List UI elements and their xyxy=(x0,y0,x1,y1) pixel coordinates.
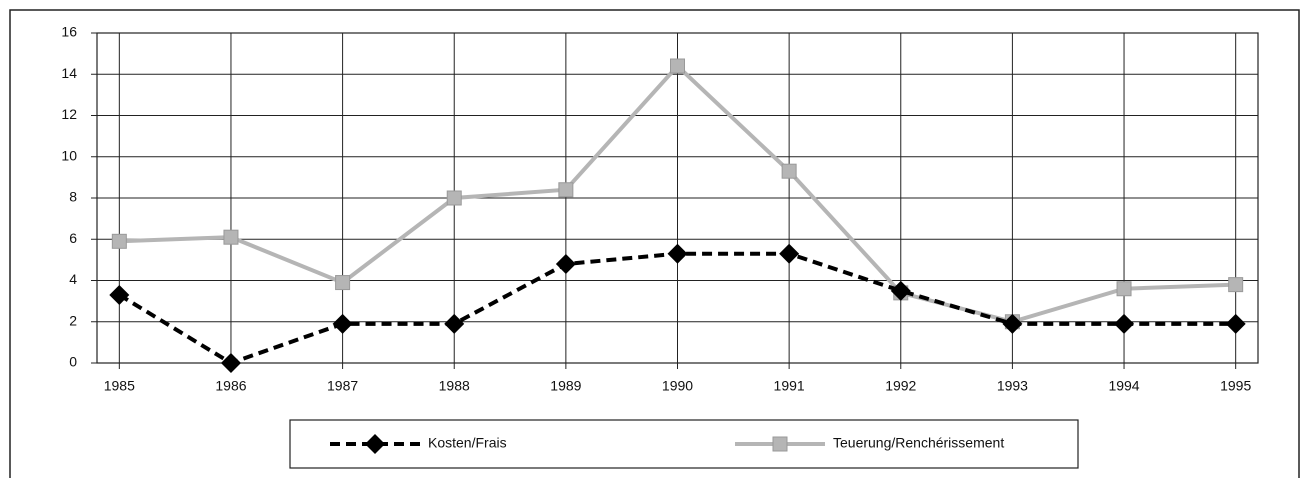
data-point xyxy=(667,243,688,264)
data-point xyxy=(1225,313,1246,334)
x-tick-label: 1987 xyxy=(327,378,358,394)
x-tick-label: 1992 xyxy=(885,378,916,394)
legend-label: Kosten/Frais xyxy=(428,435,507,451)
data-point xyxy=(335,275,351,291)
data-point xyxy=(1116,281,1132,297)
data-point xyxy=(558,182,574,198)
x-tick-label: 1985 xyxy=(104,378,135,394)
legend-marker xyxy=(365,434,385,454)
x-tick-label: 1994 xyxy=(1108,378,1139,394)
x-tick-label: 1988 xyxy=(439,378,470,394)
data-point xyxy=(779,243,800,264)
y-tick-label: 2 xyxy=(69,312,77,328)
y-tick-label: 8 xyxy=(69,189,77,205)
data-point xyxy=(781,163,797,179)
data-point xyxy=(1002,313,1023,334)
x-tick-label: 1995 xyxy=(1220,378,1251,394)
legend-marker xyxy=(772,436,788,452)
x-tick-label: 1993 xyxy=(997,378,1028,394)
data-point xyxy=(223,229,239,245)
data-point xyxy=(446,190,462,206)
data-point xyxy=(444,313,465,334)
data-point xyxy=(1114,313,1135,334)
y-tick-label: 16 xyxy=(61,24,77,40)
y-tick-label: 0 xyxy=(69,354,77,370)
data-point xyxy=(670,58,685,74)
data-point xyxy=(332,313,353,334)
y-tick-label: 6 xyxy=(69,230,77,246)
y-tick-label: 10 xyxy=(61,147,77,163)
x-tick-label: 1986 xyxy=(215,378,246,394)
y-tick-label: 14 xyxy=(61,65,77,81)
data-point xyxy=(220,353,241,373)
x-tick-label: 1989 xyxy=(550,378,581,394)
legend-label: Teuerung/Renchérissement xyxy=(833,435,1004,451)
data-point xyxy=(555,254,576,274)
legend-box xyxy=(289,419,1079,469)
x-tick-label: 1990 xyxy=(662,378,693,394)
data-point xyxy=(111,233,127,249)
y-tick-label: 4 xyxy=(69,271,77,287)
chart-border xyxy=(9,9,1300,483)
y-tick-label: 12 xyxy=(61,106,77,122)
data-point xyxy=(109,284,130,305)
x-tick-label: 1991 xyxy=(774,378,805,394)
data-point xyxy=(1228,277,1244,293)
data-point xyxy=(890,280,911,301)
